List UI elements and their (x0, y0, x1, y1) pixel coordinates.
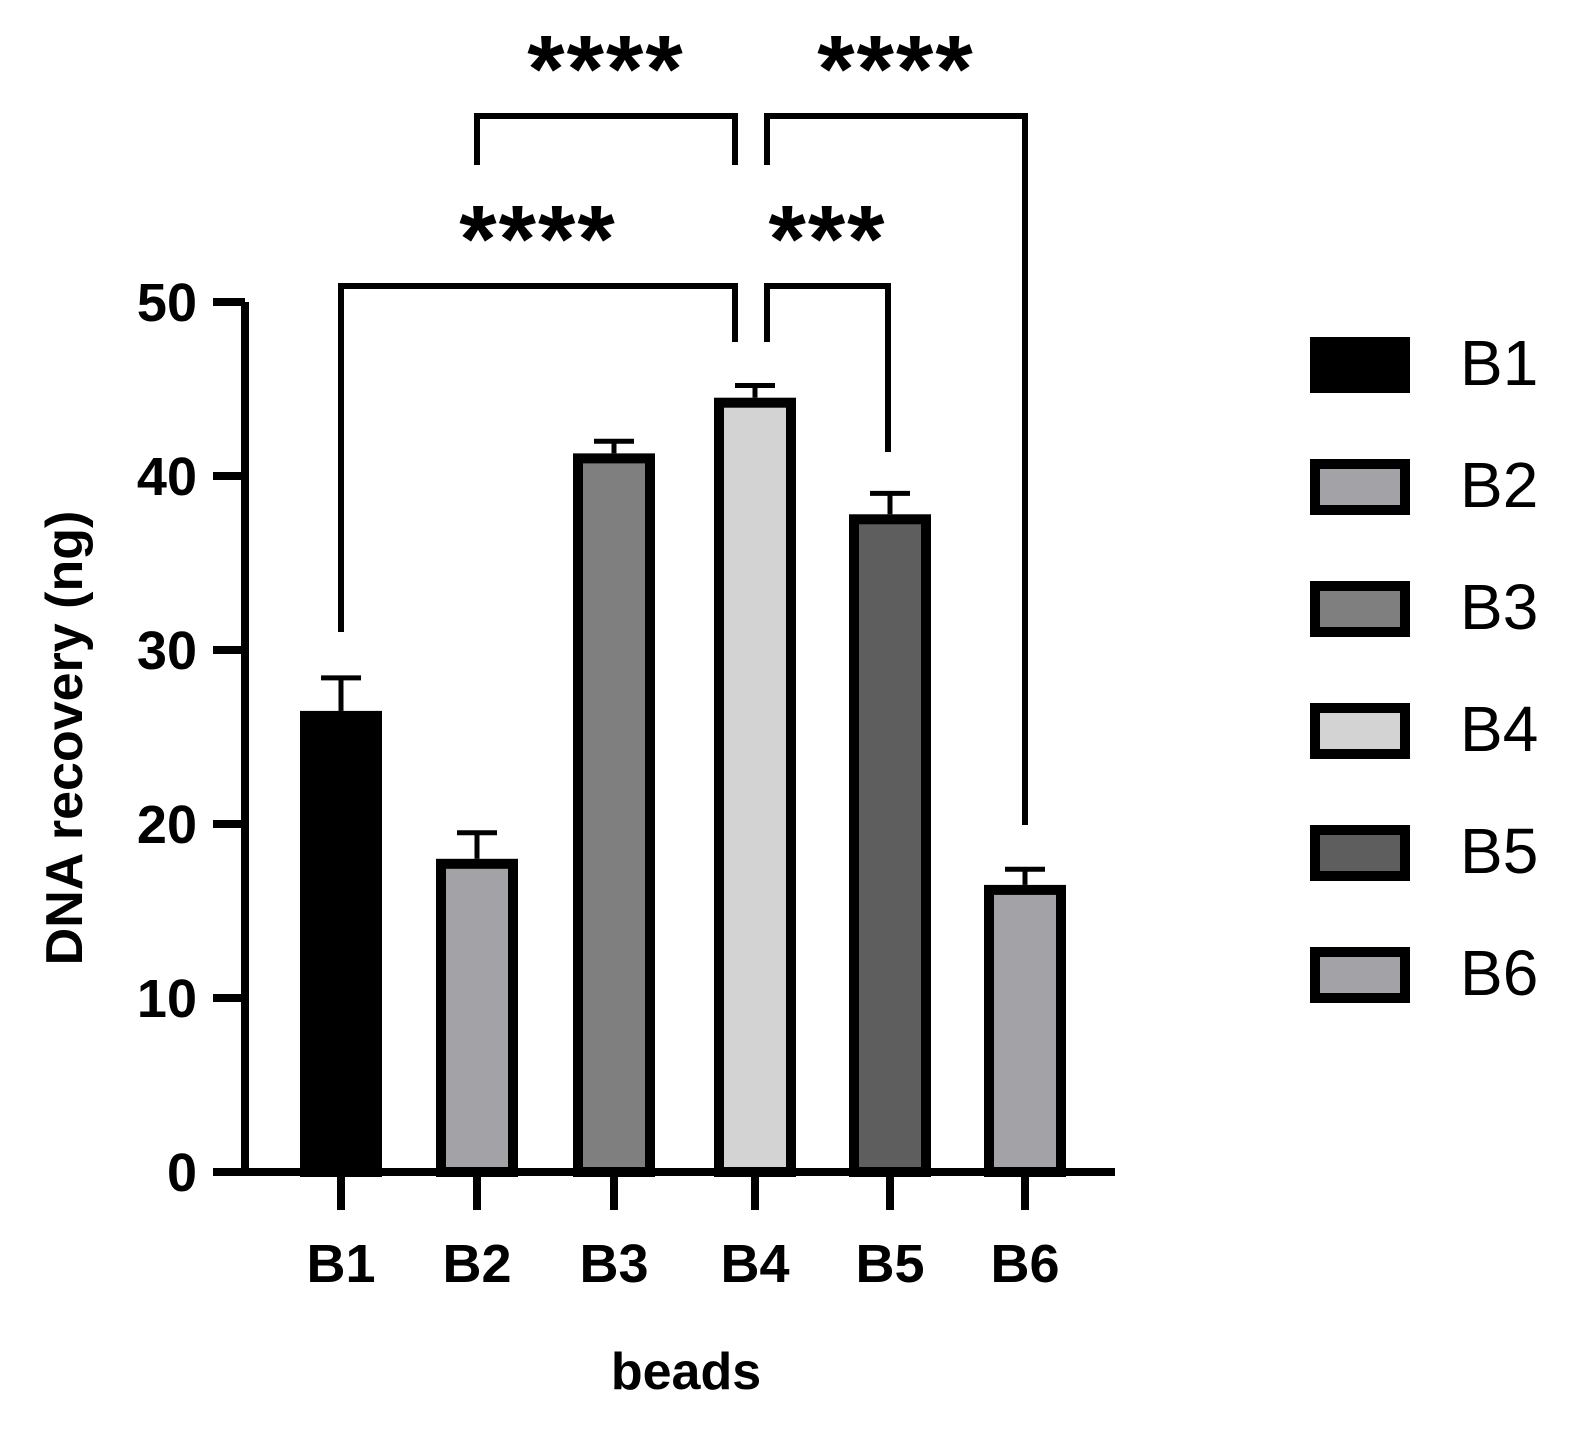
significance-label: **** (817, 16, 974, 123)
bar-B2 (436, 858, 518, 1177)
y-tick-label: 10 (137, 969, 197, 1029)
legend-swatch-B4 (1310, 703, 1410, 759)
legend-swatch-B1 (1310, 337, 1410, 393)
bars (300, 397, 1066, 1178)
legend-swatch-B3 (1310, 581, 1410, 637)
legend-swatch-B6 (1310, 947, 1410, 1003)
x-tick-label: B2 (442, 1234, 511, 1294)
x-tick-label: B5 (855, 1234, 924, 1294)
x-tick-label: B6 (990, 1234, 1059, 1294)
error-bars (321, 383, 1045, 885)
legend-swatch-B2 (1310, 459, 1410, 515)
x-tick-label: B4 (720, 1234, 789, 1294)
significance-bracket (764, 113, 1028, 825)
bar-B6 (984, 884, 1066, 1178)
significance-label: **** (459, 186, 616, 293)
bar-B4 (714, 397, 796, 1177)
legend-label-B6: B6 (1460, 937, 1538, 1009)
legend-label-B2: B2 (1460, 449, 1538, 521)
legend-swatch-B5 (1310, 825, 1410, 881)
significance-bracket (474, 113, 738, 165)
legend: B1 B2 B3 B4 B5 B6 (1310, 327, 1538, 1009)
x-tick-label: B3 (579, 1234, 648, 1294)
y-tick-label: 0 (167, 1143, 197, 1203)
x-tick-label: B1 (306, 1234, 375, 1294)
bar-B1 (300, 710, 382, 1178)
significance-bracket (338, 283, 738, 632)
axes: 0 10 20 30 40 50 B1 B2 B3 B4 B5 B6 (137, 273, 1115, 1294)
y-axis-label: DNA recovery (ng) (36, 511, 94, 966)
legend-label-B1: B1 (1460, 327, 1538, 399)
significance-label: *** (768, 186, 886, 293)
legend-label-B3: B3 (1460, 571, 1538, 643)
significance-brackets: **** ******** *** (338, 16, 1028, 825)
significance-label: **** (527, 16, 684, 123)
bar-B5 (849, 514, 931, 1177)
y-tick-label: 30 (137, 621, 197, 681)
significance-bracket (764, 283, 891, 452)
legend-label-B4: B4 (1460, 693, 1538, 765)
y-tick-label: 50 (137, 273, 197, 333)
x-axis-label: beads (611, 1343, 761, 1401)
bar-B3 (573, 453, 655, 1177)
y-tick-label: 20 (137, 795, 197, 855)
y-tick-label: 40 (137, 447, 197, 507)
legend-label-B5: B5 (1460, 815, 1538, 887)
